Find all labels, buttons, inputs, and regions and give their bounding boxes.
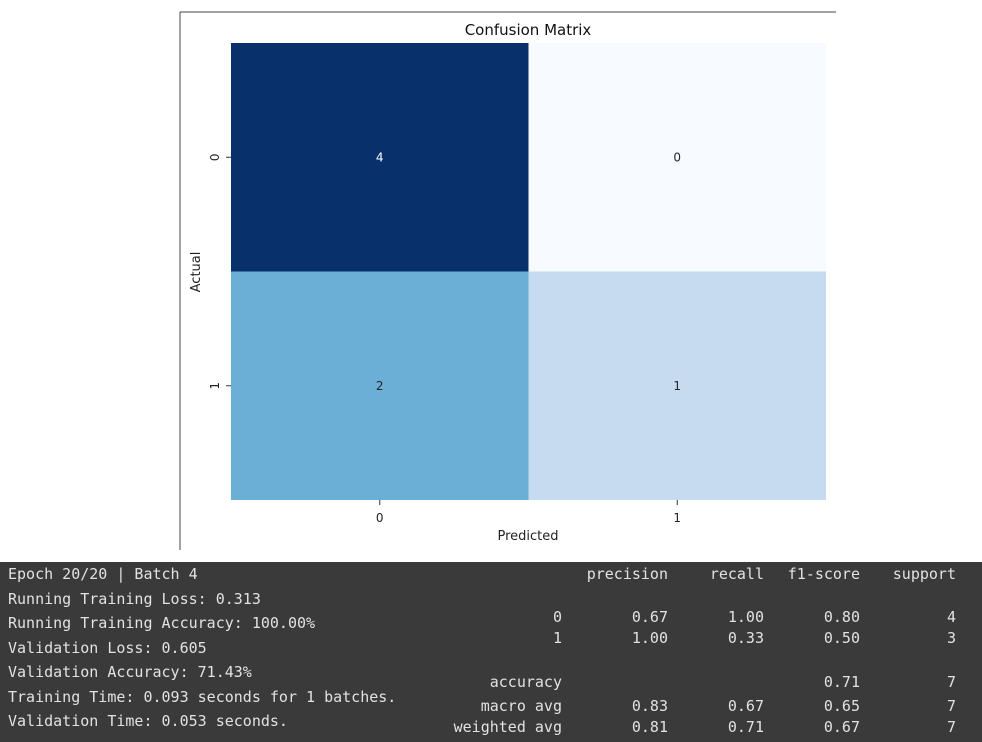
report-cell-precision: 0.81	[631, 718, 668, 736]
report-cell-support: 3	[946, 629, 956, 647]
heatmap-cell-label-0-0: 4	[376, 150, 384, 164]
heatmap-cell-1-0	[231, 271, 529, 500]
heatmap-cell-label-1-0: 2	[376, 379, 384, 393]
report-header-recall: recall	[709, 565, 764, 583]
chart-title: Confusion Matrix	[465, 21, 592, 39]
y-axis-label: Actual	[189, 252, 204, 293]
report-cell-f1: 0.80	[823, 608, 860, 626]
classification-report-panel: precision recall f1-score support 0 0.67 1.00 0…	[446, 562, 982, 742]
heatmap-cell-0-0	[231, 43, 529, 272]
heatmap-cell-0-1	[528, 43, 826, 272]
report-row-label: 1	[552, 629, 562, 647]
report-row-label: macro avg	[480, 697, 562, 715]
x-tick-label-1: 1	[673, 511, 681, 525]
report-cell-precision: 0.83	[631, 697, 668, 715]
report-cell-f1: 0.65	[823, 697, 860, 715]
report-cell-support: 7	[946, 718, 956, 736]
y-tick-label-0: 0	[208, 153, 222, 161]
heatmap-ticks: 0 1 0 1	[208, 153, 681, 525]
log-line: Validation Accuracy: 71.43%	[8, 663, 252, 681]
x-tick-label-0: 0	[376, 511, 384, 525]
report-cell-precision: 0.67	[631, 608, 668, 626]
report-header-support: support	[892, 565, 956, 583]
log-line: Running Training Loss: 0.313	[8, 590, 261, 608]
report-cell-precision: 1.00	[631, 629, 668, 647]
heatmap-cell-label-1-1: 1	[673, 379, 681, 393]
log-line: Epoch 20/20 | Batch 4	[8, 565, 198, 583]
report-row-label: 0	[552, 608, 562, 626]
heatmap-cells: 4 0 2 1	[231, 43, 826, 500]
report-cell-recall: 0.33	[727, 629, 764, 647]
report-cell-f1: 0.71	[823, 673, 860, 691]
log-line: Training Time: 0.093 seconds for 1 batch…	[8, 688, 397, 706]
x-axis-label: Predicted	[497, 529, 558, 544]
y-tick-label-1: 1	[208, 382, 222, 390]
report-cell-support: 4	[946, 608, 956, 626]
report-cell-f1: 0.50	[823, 629, 860, 647]
report-cell-recall: 0.67	[727, 697, 764, 715]
report-cell-support: 7	[946, 673, 956, 691]
log-line: Running Training Accuracy: 100.00%	[8, 614, 316, 632]
report-header-precision: precision	[586, 565, 668, 583]
confusion-matrix-chart: Confusion Matrix 4 0 2 1 0 1 0 1 Predicted Act…	[179, 11, 836, 550]
report-cell-recall: 1.00	[727, 608, 764, 626]
report-cell-recall: 0.71	[727, 718, 764, 736]
log-line: Validation Loss: 0.605	[8, 639, 207, 657]
training-log-panel: Epoch 20/20 | Batch 4 Running Training Lo…	[0, 562, 446, 742]
report-cell-f1: 0.67	[823, 718, 860, 736]
log-line: Validation Time: 0.053 seconds.	[8, 712, 288, 730]
heatmap-cell-label-0-1: 0	[673, 150, 681, 164]
report-cell-support: 7	[946, 697, 956, 715]
report-row-label: weighted avg	[453, 718, 562, 736]
heatmap-cell-1-1	[528, 271, 826, 500]
report-row-label: accuracy	[489, 673, 562, 691]
report-header-f1: f1-score	[787, 565, 860, 583]
